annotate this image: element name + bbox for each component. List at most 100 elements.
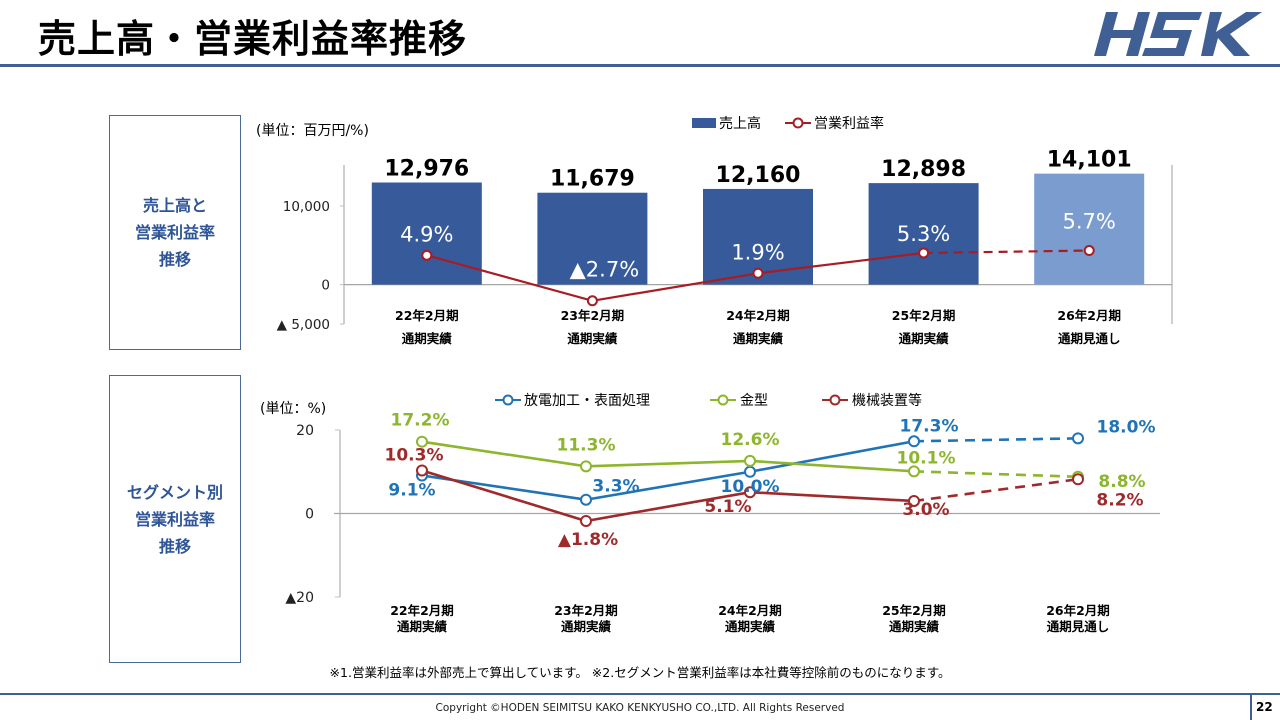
page-number-divider	[1250, 695, 1252, 720]
y-tick-label: ▲ 5,000	[277, 317, 330, 333]
legend-swatch-sales	[692, 118, 716, 128]
segment-value-label: 5.1%	[704, 497, 751, 517]
x-category-label: 26年2月期	[1046, 603, 1110, 618]
segment-point-seg_machine	[908, 494, 920, 507]
segment-point-seg_mold	[744, 454, 756, 467]
bar-value-label: 11,679	[550, 167, 635, 192]
segment-point-seg_edm	[416, 469, 428, 482]
section-label-segment-margin: セグメント別 営業利益率 推移	[109, 375, 241, 663]
segment-value-label: 3.3%	[592, 477, 639, 497]
segment-value-label: 10.0%	[721, 477, 780, 497]
y-tick-label: 20	[296, 423, 314, 439]
margin-value-label: 4.9%	[400, 222, 453, 246]
x-category-label: 23年2月期	[554, 603, 618, 618]
margin-point	[421, 249, 433, 261]
margin-point	[586, 295, 598, 307]
segment-point-seg_mold	[1072, 470, 1084, 483]
x-category-label: 24年2月期	[718, 603, 782, 618]
unit-label: (単位：%)	[260, 401, 326, 417]
x-category-sublabel: 通期実績	[899, 331, 950, 346]
segment-value-label: 18.0%	[1097, 417, 1156, 437]
section-label-line: 営業利益率	[134, 223, 215, 242]
x-category-sublabel: 通期実績	[725, 619, 776, 634]
x-category-label: 23年2月期	[561, 308, 625, 323]
x-category-sublabel: 通期実績	[567, 331, 618, 346]
y-tick-label: 10,000	[283, 199, 330, 215]
x-category-label: 22年2月期	[395, 308, 459, 323]
x-category-label: 25年2月期	[892, 308, 956, 323]
margin-line-forecast	[923, 249, 1090, 255]
bar-sales	[703, 188, 813, 285]
page-number: 22	[1256, 700, 1273, 714]
x-category-sublabel: 通期実績	[397, 619, 448, 634]
legend-marker-edm	[502, 394, 514, 406]
legend-label-edm: 放電加工・表面処理	[524, 393, 650, 409]
section-label-line: 推移	[158, 250, 191, 269]
legend-label-machine: 機械装置等	[852, 392, 922, 409]
y-tick-label: 0	[305, 507, 314, 523]
segment-line-seg_mold	[421, 440, 915, 473]
bar-sales	[371, 182, 482, 285]
segment-line-seg_machine	[421, 469, 915, 523]
x-category-sublabel: 通期実績	[889, 619, 940, 634]
margin-point	[752, 267, 764, 279]
segment-value-label: ▲1.8%	[558, 530, 618, 550]
margin-value-label: 5.3%	[897, 222, 950, 246]
bar-sales	[537, 192, 648, 285]
margin-point	[1083, 245, 1095, 257]
segment-value-label: 9.1%	[388, 481, 435, 501]
legend-label-mold: 金型	[740, 393, 768, 409]
margin-point	[918, 247, 930, 259]
legend-label-sales: 売上高	[719, 115, 761, 132]
copyright: Copyright ©HODEN SEIMITSU KAKO KENKYUSHO…	[435, 702, 845, 714]
legend-swatch-margin-marker	[792, 117, 804, 129]
segment-point-seg_machine	[744, 486, 756, 499]
bar-value-label: 12,976	[384, 157, 469, 182]
legend-label-margin: 営業利益率	[814, 115, 884, 132]
segment-value-label: 10.3%	[385, 445, 444, 465]
segment-value-label: 11.3%	[557, 435, 616, 455]
footnote: ※1.営業利益率は外部売上で算出しています。 ※2.セグメント営業利益率は本社費…	[329, 665, 951, 680]
segment-point-seg_edm	[1072, 432, 1084, 445]
segment-point-seg_edm	[580, 493, 592, 506]
segment-line-forecast-seg_edm	[913, 437, 1079, 443]
segment-value-label: 3.0%	[902, 500, 949, 520]
x-category-sublabel: 通期実績	[733, 331, 784, 346]
bar-value-label: 12,160	[716, 163, 801, 188]
segment-point-seg_machine	[1072, 473, 1084, 486]
company-logo	[1094, 12, 1262, 56]
legend-marker-machine	[829, 394, 841, 406]
segment-point-seg_mold	[580, 460, 592, 473]
segment-point-seg_machine	[416, 464, 428, 477]
segment-line-seg_edm	[421, 439, 915, 502]
x-category-label: 22年2月期	[390, 603, 454, 618]
x-category-label: 26年2月期	[1057, 308, 1121, 323]
segment-value-label: 17.3%	[900, 416, 959, 436]
margin-value-label: 1.9%	[731, 240, 784, 264]
segment-value-label: 8.8%	[1098, 472, 1145, 492]
y-tick-label: ▲20	[285, 590, 314, 606]
bar-sales	[1034, 173, 1145, 285]
segment-value-label: 8.2%	[1096, 490, 1143, 510]
legend: 放電加工・表面処理 金型 機械装置等	[495, 392, 922, 409]
segment-point-seg_edm	[908, 435, 920, 448]
title-divider	[0, 64, 1280, 67]
x-category-label: 24年2月期	[726, 308, 790, 323]
segment-line-forecast-seg_machine	[913, 477, 1079, 503]
x-category-sublabel: 通期見通し	[1047, 619, 1110, 634]
margin-value-label: ▲2.7%	[570, 258, 640, 282]
segment-value-label: 17.2%	[391, 411, 450, 431]
margin-line	[426, 251, 924, 302]
segment-value-label: 12.6%	[721, 430, 780, 450]
x-category-sublabel: 通期実績	[402, 331, 453, 346]
legend: 売上高 営業利益率	[692, 115, 884, 132]
section-label-line: 売上高と	[142, 196, 207, 215]
section-label-line: セグメント別	[126, 482, 223, 502]
segment-line-forecast-seg_mold	[913, 470, 1079, 479]
section-label-line: 営業利益率	[134, 509, 215, 529]
x-category-sublabel: 通期見通し	[1058, 331, 1121, 346]
segment-point-seg_machine	[580, 515, 592, 528]
segment-point-seg_mold	[908, 465, 920, 478]
segment-point-seg_edm	[744, 465, 756, 478]
margin-value-label: 5.7%	[1063, 210, 1116, 234]
